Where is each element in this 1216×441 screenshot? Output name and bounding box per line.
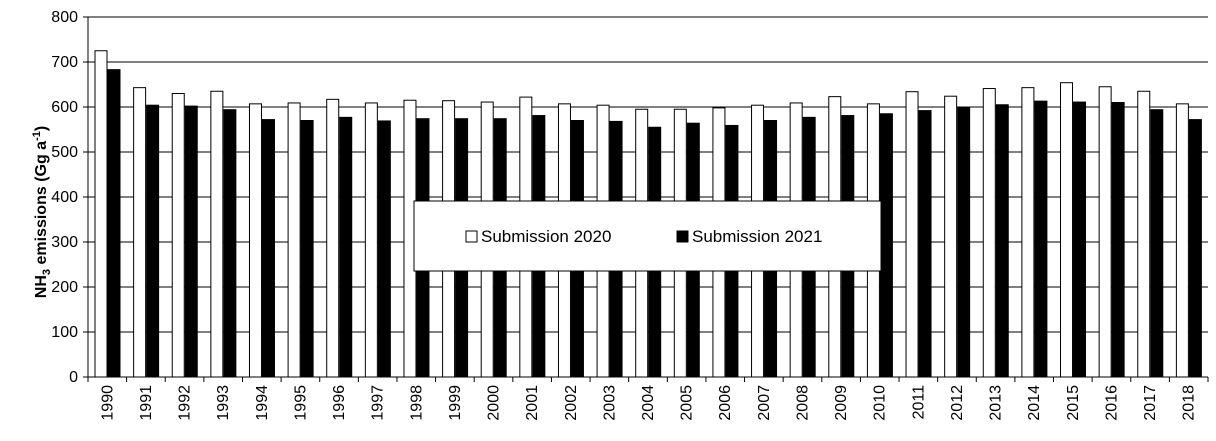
x-tick-label: 2008 [794,385,811,421]
bar-submission-2020-1995 [287,102,301,378]
bar-submission-2021-2018 [1188,119,1202,378]
x-tick-label: 2016 [1103,385,1120,421]
bar-submission-2021-1991 [146,104,160,378]
x-tick-label: 1991 [138,385,155,421]
x-tick-label: 2009 [833,385,850,421]
bar-submission-2020-2017 [1137,90,1151,378]
x-tick-label: 2002 [563,385,580,421]
x-tick-label: 1993 [215,385,232,421]
x-tick-label: 2011 [910,385,927,420]
y-tick-label: 200 [51,279,78,296]
bar-submission-2021-1990 [107,69,121,378]
bar-submission-2020-2016 [1098,86,1112,378]
x-tick-label: 2015 [1065,385,1082,421]
x-tick-label: 2003 [601,385,618,421]
bar-submission-2020-2012 [944,95,958,378]
bar-submission-2021-1996 [339,116,353,378]
bar-submission-2021-1992 [184,105,198,378]
x-tick-label: 2012 [949,385,966,421]
legend-box [413,200,882,272]
x-tick-label: 2005 [679,385,696,421]
bar-submission-2021-1995 [300,120,314,378]
x-tick-label: 1999 [447,385,464,421]
bar-submission-2020-1992 [171,93,185,378]
x-tick-label: 2004 [640,385,657,421]
bar-submission-2021-2014 [1034,100,1048,378]
legend-swatch-submission-2021 [676,230,689,243]
x-tick-label: 1994 [254,385,271,421]
x-tick-label: 1996 [331,385,348,421]
x-tick-label: 2018 [1181,385,1198,421]
axes [87,17,1208,378]
x-tick-label: 2013 [988,385,1005,421]
y-tick-label: 400 [51,189,78,206]
bar-submission-2021-2010 [879,113,893,378]
y-tick-label: 600 [51,99,78,116]
x-tick-label: 2014 [1026,385,1043,421]
bar-submission-2020-2014 [1021,87,1035,378]
bar-submission-2021-1997 [377,120,391,378]
legend-label-submission-2021: Submission 2021 [692,227,822,246]
y-tick-labels: 0 100 200 300 400 500 600 700 800 [51,9,78,386]
x-tick-label: 1990 [99,385,116,421]
y-tick-label: 500 [51,144,78,161]
bar-submission-2021-2013 [995,104,1009,378]
bar-submission-2021-1993 [223,109,237,378]
x-tick-label: 1997 [370,385,387,421]
x-tick-label: 1998 [408,385,425,421]
x-tick-label: 2007 [756,385,773,421]
x-tick-label: 1992 [177,385,194,421]
bar-submission-2021-1994 [261,119,275,378]
bar-submission-2020-1997 [364,102,378,378]
bar-submission-2020-2018 [1175,103,1189,378]
bar-submission-2021-2012 [957,106,971,378]
bar-submission-2021-2015 [1073,101,1087,378]
y-tick-label: 100 [51,324,78,341]
bar-submission-2020-2011 [905,91,919,378]
bar-submission-2020-2015 [1060,82,1074,378]
y-tick-label: 0 [69,369,78,386]
bar-submission-2020-1993 [210,90,224,378]
legend: Submission 2020 Submission 2021 [413,200,882,272]
x-tick-label: 2001 [524,385,541,421]
x-tick-label: 2006 [717,385,734,421]
x-tick-labels: 1990 1991 1992 1993 1994 1995 1996 1997 1998 1999… [99,385,1197,421]
y-axis-title: NH3 emissions (Gg a-1) [31,126,53,298]
bar-submission-2020-1990 [94,50,108,378]
bar-submission-2021-2017 [1150,109,1164,378]
x-tick-label: 2000 [486,385,503,421]
bar-submission-2020-2013 [982,88,996,378]
bar-submission-2020-1991 [133,87,147,378]
legend-swatch-submission-2020 [465,230,478,243]
bar-submission-2021-2016 [1111,102,1125,378]
y-tick-label: 800 [51,9,78,26]
x-tick-label: 2010 [872,385,889,421]
bar-submission-2020-1994 [248,103,262,378]
y-tick-label: 300 [51,234,78,251]
legend-label-submission-2020: Submission 2020 [481,227,611,246]
bar-submission-2020-1996 [326,98,340,378]
x-tick-label: 1995 [292,385,309,421]
y-tick-label: 700 [51,54,78,71]
x-tick-label: 2017 [1142,385,1159,421]
bar-submission-2021-2011 [918,110,932,378]
